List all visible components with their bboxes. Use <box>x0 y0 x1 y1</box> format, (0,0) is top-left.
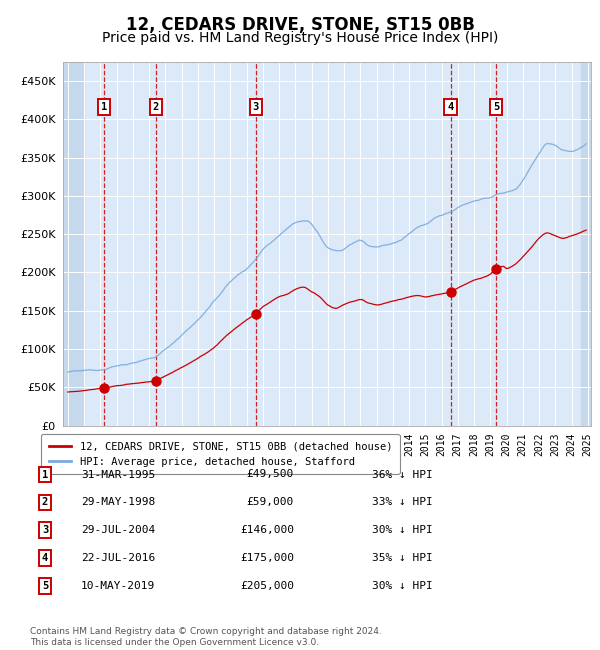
Text: 22-JUL-2016: 22-JUL-2016 <box>81 553 155 564</box>
Text: 35% ↓ HPI: 35% ↓ HPI <box>372 553 433 564</box>
Text: 30% ↓ HPI: 30% ↓ HPI <box>372 581 433 592</box>
Text: 10-MAY-2019: 10-MAY-2019 <box>81 581 155 592</box>
Text: 5: 5 <box>493 102 499 112</box>
Text: Price paid vs. HM Land Registry's House Price Index (HPI): Price paid vs. HM Land Registry's House … <box>102 31 498 45</box>
Bar <box>581 62 596 426</box>
Text: 3: 3 <box>253 102 259 112</box>
Text: 33% ↓ HPI: 33% ↓ HPI <box>372 497 433 508</box>
Text: 12, CEDARS DRIVE, STONE, ST15 0BB: 12, CEDARS DRIVE, STONE, ST15 0BB <box>125 16 475 34</box>
Text: £59,000: £59,000 <box>247 497 294 508</box>
Text: 3: 3 <box>42 525 48 536</box>
Text: 29-JUL-2004: 29-JUL-2004 <box>81 525 155 536</box>
Legend: 12, CEDARS DRIVE, STONE, ST15 0BB (detached house), HPI: Average price, detached: 12, CEDARS DRIVE, STONE, ST15 0BB (detac… <box>41 434 400 474</box>
Text: 31-MAR-1995: 31-MAR-1995 <box>81 469 155 480</box>
Text: 1: 1 <box>42 469 48 480</box>
Text: 29-MAY-1998: 29-MAY-1998 <box>81 497 155 508</box>
Bar <box>60 62 84 426</box>
Text: 4: 4 <box>448 102 454 112</box>
Text: £175,000: £175,000 <box>240 553 294 564</box>
Text: 36% ↓ HPI: 36% ↓ HPI <box>372 469 433 480</box>
Text: 4: 4 <box>42 553 48 564</box>
Text: 30% ↓ HPI: 30% ↓ HPI <box>372 525 433 536</box>
Text: Contains HM Land Registry data © Crown copyright and database right 2024.
This d: Contains HM Land Registry data © Crown c… <box>30 627 382 647</box>
Text: 5: 5 <box>42 581 48 592</box>
Text: 2: 2 <box>152 102 159 112</box>
Text: £146,000: £146,000 <box>240 525 294 536</box>
Text: £205,000: £205,000 <box>240 581 294 592</box>
Text: 1: 1 <box>101 102 107 112</box>
Text: £49,500: £49,500 <box>247 469 294 480</box>
Text: 2: 2 <box>42 497 48 508</box>
